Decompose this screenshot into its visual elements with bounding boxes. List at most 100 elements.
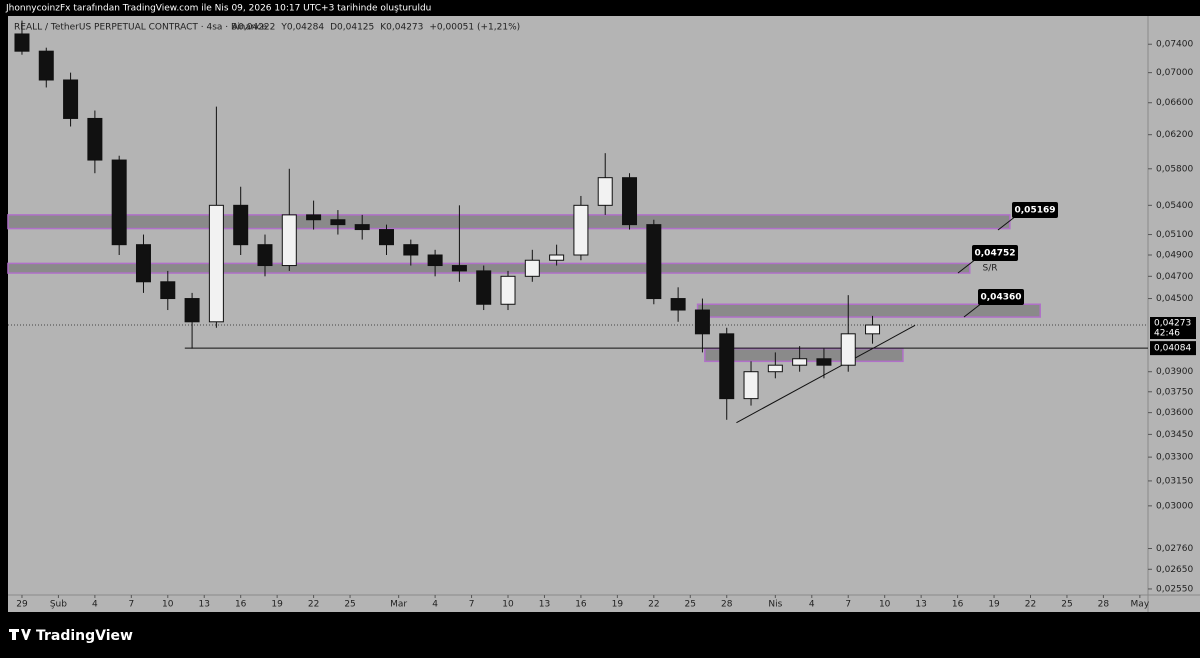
x-tick-label: 16 [235, 600, 247, 610]
candle-body [451, 265, 467, 272]
callout-leader [957, 258, 977, 274]
candle-body [281, 214, 297, 267]
candle-body [500, 275, 516, 305]
x-tick-label: 4 [432, 600, 438, 610]
x-tick-label: 22 [1025, 600, 1036, 610]
y-tick-label: 0,03300 [1156, 453, 1193, 463]
x-tick-label: 16 [575, 600, 587, 610]
x-tick-label: 28 [1098, 600, 1110, 610]
candle-body [87, 117, 103, 161]
y-tick-label: 0,05400 [1156, 201, 1193, 211]
last-price-label: 0,04273 [1154, 319, 1191, 329]
x-tick-label: 4 [92, 600, 98, 610]
symbol-title: REALL / TetherUS PERPETUAL CONTRACT · 4s… [14, 23, 268, 33]
candle-body [184, 298, 200, 323]
candle-body [257, 244, 273, 267]
candle-body [767, 364, 783, 373]
y-tick-label: 0,04900 [1156, 251, 1193, 261]
y-tick-label: 0,04500 [1156, 294, 1193, 304]
x-tick-label: May [1131, 600, 1150, 610]
callout-box [1012, 202, 1058, 218]
y-tick-label: 0,07000 [1156, 68, 1193, 78]
candle-body [719, 333, 735, 400]
candle-body [840, 333, 856, 366]
ohlc-value: A0,04222 [232, 23, 275, 33]
x-tick-label: 22 [308, 600, 319, 610]
y-tick-label: 0,03600 [1156, 408, 1193, 418]
callout-leader [963, 302, 983, 318]
callout-label: 0,04752 [975, 249, 1016, 259]
price-label-bg [1150, 317, 1196, 340]
candle-body [670, 298, 686, 311]
x-tick-label: 22 [648, 600, 659, 610]
x-tick-label: 19 [271, 600, 283, 610]
callout-box [978, 289, 1024, 305]
callout-note: S/R [983, 264, 998, 274]
candle-body [63, 79, 79, 119]
x-tick-label: 29 [16, 600, 28, 610]
x-tick-label: 19 [988, 600, 1000, 610]
y-tick-label: 0,06200 [1156, 130, 1193, 140]
candle-body [208, 204, 224, 323]
y-tick-label: 0,05800 [1156, 164, 1193, 174]
x-tick-label: 7 [128, 600, 134, 610]
y-tick-label: 0,05100 [1156, 230, 1193, 240]
x-tick-label: 10 [502, 600, 514, 610]
zone [7, 214, 1011, 230]
ohlc-value: Y0,04284 [280, 23, 324, 33]
ohlc-value: K0,04273 [380, 23, 423, 33]
candle-body [160, 281, 176, 300]
y-tick-label: 0,03150 [1156, 476, 1193, 486]
x-tick-label: Mar [390, 600, 407, 610]
x-tick-label: 13 [915, 600, 926, 610]
candle-body [743, 371, 759, 400]
brand-logo [9, 629, 31, 640]
callout-label: 0,04360 [981, 293, 1022, 303]
y-tick-label: 0,03000 [1156, 501, 1193, 511]
candle-body [646, 224, 662, 300]
x-tick-label: 25 [344, 600, 355, 610]
y-tick-label: 0,02550 [1156, 584, 1193, 594]
candle-body [111, 159, 127, 246]
candle-body [14, 33, 30, 52]
candle-body [694, 309, 710, 335]
caption: JhonnycoinzFx tarafından TradingView.com… [5, 4, 431, 14]
callout-box [972, 245, 1018, 261]
candle-body [427, 254, 443, 267]
x-tick-label: 4 [809, 600, 815, 610]
x-tick-label: 7 [845, 600, 851, 610]
x-tick-label: 16 [952, 600, 964, 610]
x-tick-label: Nis [768, 600, 782, 610]
x-tick-label: 28 [721, 600, 733, 610]
x-tick-label: 25 [1061, 600, 1072, 610]
candle-body [38, 50, 54, 81]
ohlc-value: D0,04125 [330, 23, 374, 33]
candle-body [622, 177, 638, 226]
x-tick-label: 10 [162, 600, 174, 610]
x-tick-label: 25 [685, 600, 696, 610]
x-tick-label: 10 [879, 600, 891, 610]
countdown: 42:46 [1154, 329, 1180, 339]
candle-body [865, 324, 881, 335]
candle-body [135, 244, 151, 283]
trendline [736, 324, 916, 424]
candle-body [549, 254, 565, 261]
y-tick-label: 0,03750 [1156, 387, 1193, 397]
y-tick-label: 0,03450 [1156, 430, 1193, 440]
callout-label: 0,05169 [1015, 206, 1056, 216]
candle-body [476, 270, 492, 305]
x-tick-label: 19 [612, 600, 624, 610]
candle-body [354, 224, 370, 231]
y-tick-label: 0,06600 [1156, 98, 1193, 108]
price-label-bg [1150, 341, 1196, 356]
x-tick-label: 13 [199, 600, 210, 610]
candle-body [403, 244, 419, 256]
candle-body [573, 204, 589, 256]
candle-body [792, 358, 808, 366]
support-label: 0,04084 [1154, 344, 1191, 354]
candle-body [306, 214, 322, 221]
candle-body [379, 229, 395, 246]
brand: TradingView [36, 628, 133, 644]
x-tick-label: 13 [539, 600, 550, 610]
